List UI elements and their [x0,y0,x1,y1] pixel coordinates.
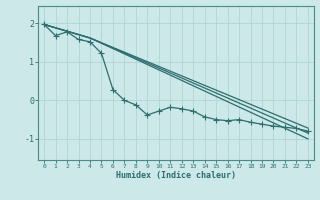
X-axis label: Humidex (Indice chaleur): Humidex (Indice chaleur) [116,171,236,180]
